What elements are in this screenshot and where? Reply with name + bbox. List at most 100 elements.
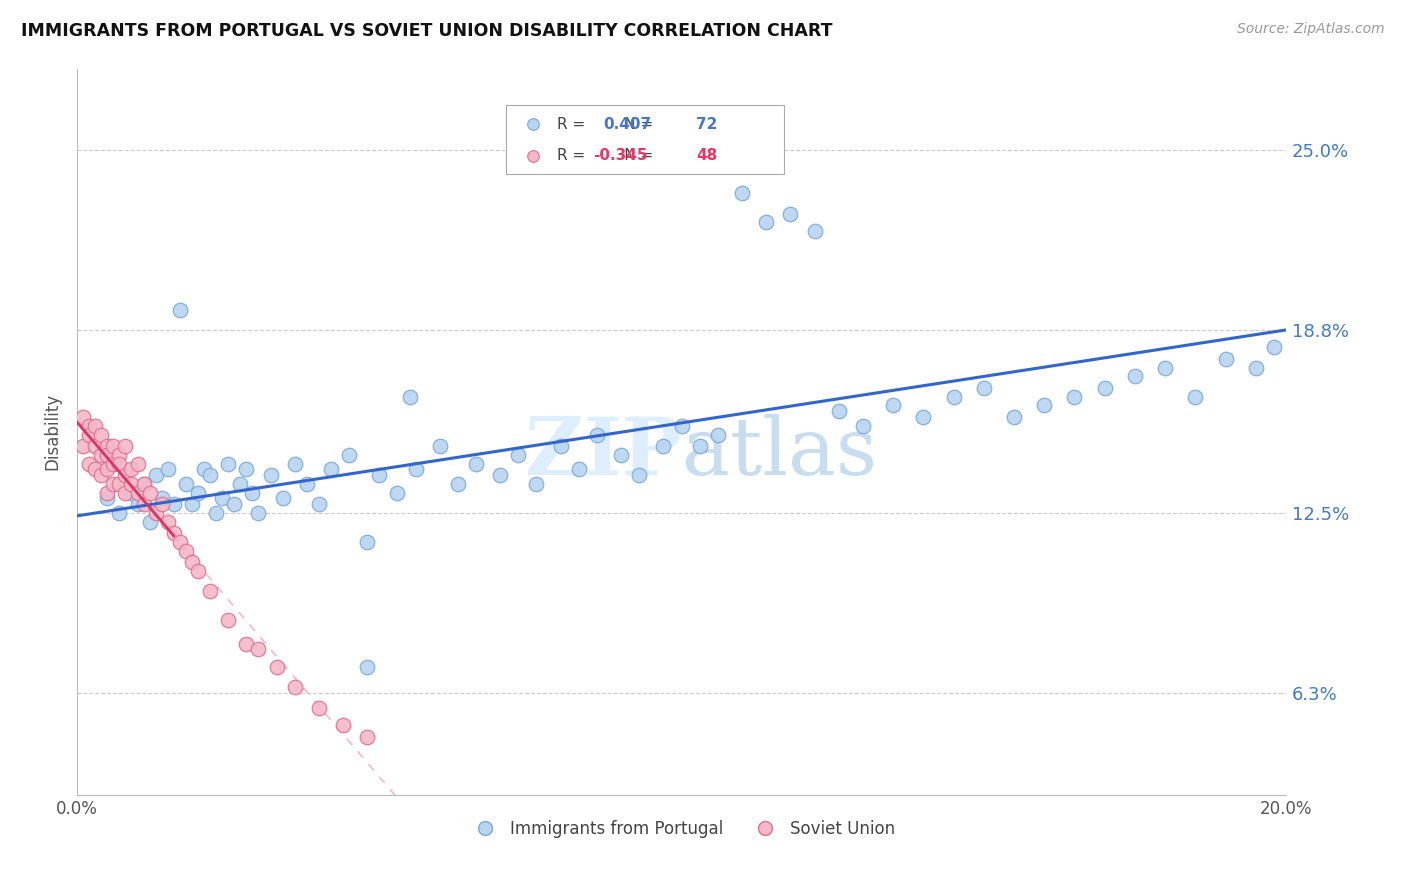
Point (169, 302, 191, 317)
Point (942, 390, 965, 404)
Point (610, 448, 633, 462)
Point (138, 515, 160, 529)
Point (84, 439, 107, 453)
Point (121, 485, 143, 500)
Point (84, 418, 107, 433)
Point (90, 448, 112, 462)
Text: Source: ZipAtlas.com: Source: ZipAtlas.com (1237, 22, 1385, 37)
Point (163, 497, 186, 511)
Point (103, 476, 125, 491)
Point (356, 535, 378, 549)
Point (127, 457, 149, 471)
Point (779, 207, 801, 221)
Point (1063, 390, 1085, 404)
Text: 0.407: 0.407 (603, 117, 651, 132)
Point (628, 468, 651, 483)
Point (77, 457, 100, 471)
Point (1244, 360, 1267, 375)
Point (689, 439, 711, 453)
Point (108, 457, 131, 471)
Point (828, 404, 851, 418)
Point (332, 718, 354, 732)
Point (121, 476, 143, 491)
Point (295, 476, 318, 491)
Point (96, 448, 118, 462)
Point (132, 476, 155, 491)
Point (508, 448, 530, 462)
Point (271, 491, 294, 506)
Point (882, 399, 904, 413)
Legend: Immigrants from Portugal, Soviet Union: Immigrants from Portugal, Soviet Union (461, 814, 901, 845)
Point (405, 462, 427, 476)
Point (550, 439, 572, 453)
Point (308, 497, 330, 511)
Point (852, 418, 875, 433)
Point (114, 485, 136, 500)
Point (568, 462, 591, 476)
Point (284, 457, 307, 471)
Y-axis label: Disability: Disability (44, 393, 60, 470)
Point (90, 468, 112, 483)
Point (114, 468, 136, 483)
Point (652, 439, 675, 453)
Point (193, 462, 215, 476)
Point (429, 439, 451, 453)
Point (319, 462, 342, 476)
Point (912, 410, 935, 425)
Point (84, 462, 107, 476)
Point (247, 506, 270, 520)
Text: ZIP: ZIP (524, 415, 682, 492)
Point (1215, 351, 1237, 366)
Point (247, 642, 270, 657)
Point (127, 485, 149, 500)
Point (1154, 360, 1177, 375)
Point (72, 439, 94, 453)
Point (132, 497, 155, 511)
Text: atlas: atlas (682, 415, 877, 492)
Point (96, 462, 118, 476)
Point (132, 476, 155, 491)
Point (224, 497, 246, 511)
Point (526, 476, 548, 491)
Point (108, 506, 131, 520)
Point (211, 491, 233, 506)
Point (145, 506, 167, 520)
Text: 48: 48 (696, 148, 717, 163)
Point (1094, 381, 1116, 395)
Text: -0.345: -0.345 (593, 148, 648, 163)
Point (368, 468, 391, 483)
Point (181, 497, 204, 511)
Point (707, 427, 730, 442)
Point (731, 186, 754, 201)
Point (755, 215, 778, 229)
Point (308, 700, 330, 714)
Point (229, 476, 252, 491)
Point (72, 410, 94, 425)
Point (108, 476, 131, 491)
Point (150, 497, 173, 511)
Point (181, 555, 204, 569)
Point (337, 448, 360, 462)
Point (77, 427, 100, 442)
Point (156, 515, 179, 529)
Text: 72: 72 (696, 117, 717, 132)
Point (217, 614, 239, 628)
Text: R =        N =: R = N = (557, 117, 668, 132)
Text: IMMIGRANTS FROM PORTUGAL VS SOVIET UNION DISABILITY CORRELATION CHART: IMMIGRANTS FROM PORTUGAL VS SOVIET UNION… (21, 22, 832, 40)
Point (973, 381, 995, 395)
Point (103, 457, 125, 471)
Point (217, 457, 239, 471)
Text: R =        N =: R = N = (557, 148, 668, 163)
Point (284, 680, 307, 694)
Point (1123, 369, 1146, 384)
Point (803, 224, 825, 238)
Point (235, 637, 257, 651)
Point (169, 535, 191, 549)
Point (121, 462, 143, 476)
Point (1184, 390, 1206, 404)
Point (671, 418, 693, 433)
Point (356, 730, 378, 744)
Point (150, 491, 173, 506)
Point (1263, 340, 1285, 354)
Point (1002, 410, 1025, 425)
